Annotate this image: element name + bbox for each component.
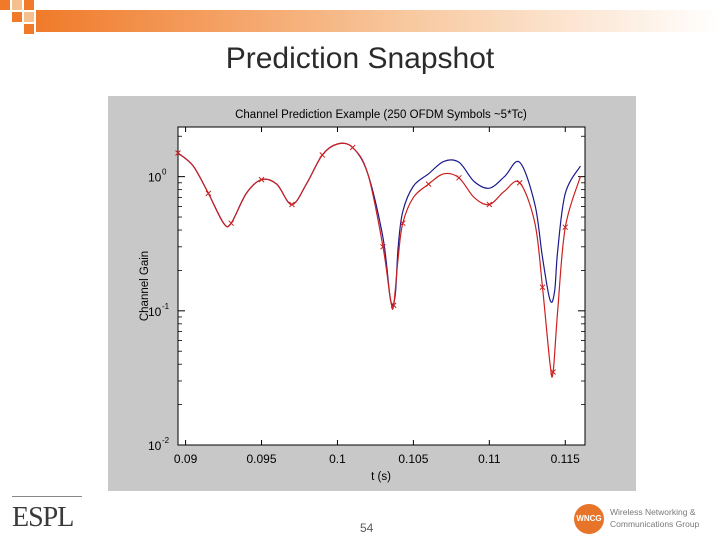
deco-square-5 [24,12,34,22]
espl-logo-text: ESPL [12,502,74,533]
deco-square-6 [24,24,34,34]
plot-area [177,126,586,446]
wncg-line-2: Communications Group [610,519,700,529]
series-point-marker [258,176,265,183]
series-point-marker [349,144,356,151]
x-tick-label: 0.115 [551,452,580,466]
chart-title: Channel Prediction Example (250 OFDM Sym… [235,109,527,121]
x-tick-label: 0.105 [398,452,428,466]
x-tick-label: 0.1 [329,452,346,466]
series-point-marker [380,243,386,250]
series-point-marker [550,369,556,375]
chart-svg: Channel Prediction Example (250 OFDM Sym… [139,109,586,483]
wncg-badge: WNCG [574,504,604,534]
top-decoration-bar [0,0,720,34]
series-line-predicted [177,142,581,378]
x-tick-label: 0.11 [478,452,501,466]
y-tick-label: 10 [148,439,162,453]
series-point-marker [425,181,432,187]
wncg-logo: WNCG Wireless Networking & Communication… [572,502,717,538]
x-tick-label: 0.09 [174,452,198,466]
y-tick-exponent: 0 [162,168,167,177]
series-point-marker [205,190,212,197]
series-point-marker [539,284,546,291]
series-point-marker [228,220,235,227]
series-group [175,142,581,378]
x-tick-label: 0.095 [247,452,277,466]
series-point-marker [390,302,397,309]
chart-figure: Channel Prediction Example (250 OFDM Sym… [108,96,636,491]
deco-square-4 [12,12,22,22]
espl-logo-rule [12,496,82,501]
gradient-band [36,10,720,32]
wncg-text: Wireless Networking & Communications Gro… [610,506,699,530]
y-tick-label: 10 [148,171,162,185]
decoration-svg [0,0,720,34]
series-point-marker [399,220,406,227]
x-axis-label: t (s) [371,471,391,483]
espl-logo: ESPL [8,496,84,536]
series-point-marker [175,150,181,156]
y-tick-exponent: -2 [162,436,170,445]
series-point-marker [486,201,493,208]
series-point-marker [562,224,569,231]
series-point-marker [516,179,523,186]
deco-square-2 [12,0,22,10]
y-tick-label: 10 [148,305,162,319]
page-number: 54 [360,521,374,535]
series-point-marker [456,174,462,181]
y-tick-exponent: -1 [162,302,170,311]
series-point-marker [289,201,295,208]
series-point-marker [319,152,326,158]
y-axis-label: Channel Gain [139,251,151,321]
slide-title: Prediction Snapshot [225,42,495,75]
deco-square-1 [0,0,10,10]
deco-square-3 [24,0,34,10]
wncg-line-1: Wireless Networking & [610,507,696,517]
